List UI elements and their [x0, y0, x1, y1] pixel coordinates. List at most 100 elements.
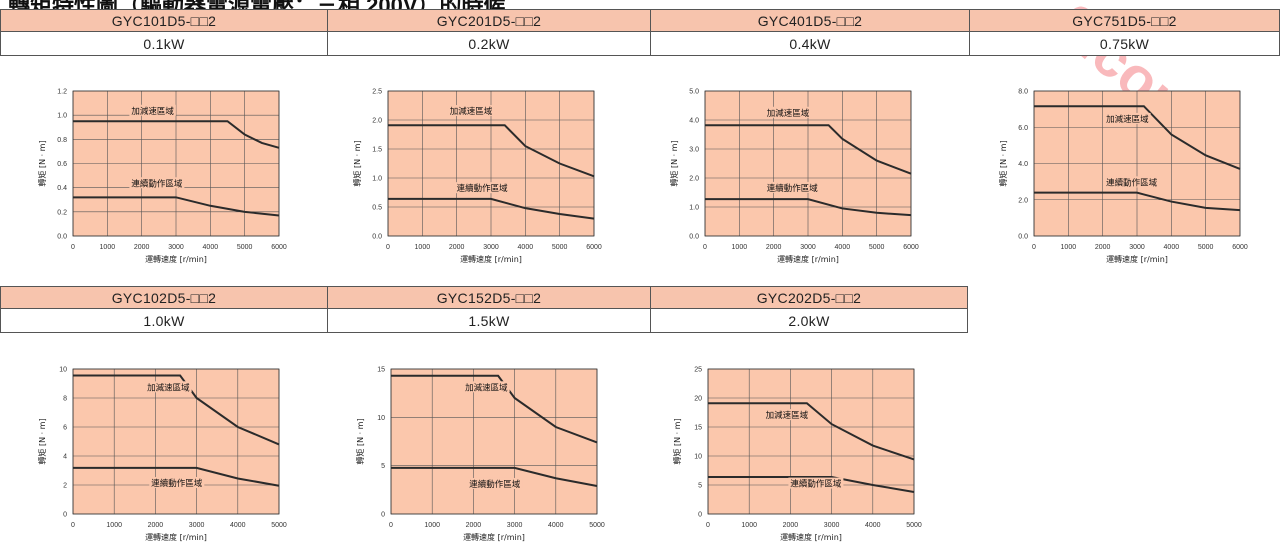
y-tick-label: 2.0 [1018, 197, 1028, 204]
plot-background [708, 369, 914, 514]
power-cell-4: 0.75kW [969, 31, 1280, 56]
x-tick-label: 3000 [507, 522, 523, 529]
accel-region-curve [388, 124, 595, 178]
x-tick-label: 2000 [449, 244, 465, 251]
y-tick-label: 0.6 [57, 161, 67, 168]
chart-svg: 0 1000 2000 3000 4000 5000 6000 0.0 2.0 4.0 6.0 8.0… [998, 89, 1248, 265]
x-tick-label: 2000 [148, 522, 164, 529]
x-tick-label: 3000 [483, 244, 499, 251]
x-tick-label: 4000 [548, 522, 564, 529]
torque-chart-7: 0 1000 2000 3000 4000 5000 0 5 10 15 20 25 運轉速度 [r/m… [660, 364, 930, 552]
accel-region-label: 加減速區域 [131, 106, 174, 117]
continuous-region-label: 連續動作區域 [767, 183, 819, 194]
torque-chart-5: 0 1000 2000 3000 4000 5000 0 2 4 6 8 10 運轉速度 [r/min]… [25, 364, 295, 552]
power-cell-7: 2.0kW [650, 308, 968, 333]
y-tick-label: 8.0 [1018, 89, 1028, 96]
x-tick-label: 5000 [906, 522, 922, 529]
x-tick-label: 5000 [552, 244, 568, 251]
x-tick-label: 1000 [1061, 244, 1077, 251]
plot-background [391, 369, 597, 514]
y-axis-label: 轉矩 [N · m] [669, 140, 679, 186]
x-axis-label: 運轉速度 [r/min] [460, 254, 522, 264]
torque-chart-6: 0 1000 2000 3000 4000 5000 0 5 10 15 運轉速度 [r/min] 轉… [343, 364, 613, 552]
model-cell-5: GYC102D5-□□2 [0, 286, 328, 309]
continuous-region-curve [388, 197, 595, 220]
y-tick-label: 2 [63, 483, 67, 490]
y-tick-label: 1.0 [689, 205, 699, 212]
power-cell-2: 0.2kW [327, 31, 651, 56]
continuous-region-label: 連續動作區域 [790, 479, 842, 490]
continuous-region-label-bg [149, 477, 205, 488]
continuous-region-label: 連續動作區域 [469, 479, 521, 490]
y-tick-label: 10 [694, 454, 702, 461]
y-tick-label: 0.2 [57, 209, 67, 216]
x-tick-label: 4000 [203, 244, 219, 251]
x-tick-label: 0 [389, 522, 393, 529]
x-tick-label: 6000 [271, 244, 287, 251]
y-tick-label: 20 [694, 396, 702, 403]
continuous-region-curve [1034, 191, 1241, 212]
y-tick-label: 0.8 [57, 137, 67, 144]
chart-svg: 0 1000 2000 3000 4000 5000 0 5 10 15 20 25 運轉速度 [r/m… [672, 367, 922, 543]
continuous-region-curve [73, 196, 280, 217]
y-tick-label: 10 [377, 415, 385, 422]
accel-region-label-bg [764, 106, 812, 118]
row2-spec-table: GYC102D5-□□2 GYC152D5-□□2 GYC202D5-□□2 1… [0, 286, 968, 333]
y-tick-label: 10 [59, 367, 67, 374]
y-tick-label: 15 [694, 425, 702, 432]
plot-frame [72, 368, 280, 515]
accel-region-label: 加減速區域 [465, 382, 508, 393]
x-tick-label: 5000 [1198, 244, 1214, 251]
continuous-region-label-bg [454, 182, 510, 194]
x-tick-label: 4000 [230, 522, 246, 529]
y-tick-label: 2.5 [372, 89, 382, 96]
x-tick-label: 1000 [415, 244, 431, 251]
x-tick-label: 3000 [824, 522, 840, 529]
x-tick-label: 1000 [424, 522, 440, 529]
accel-region-label-bg [463, 381, 510, 393]
y-axis-label: 轉矩 [N · m] [352, 140, 362, 186]
chart-svg: 0 1000 2000 3000 4000 5000 0 2 4 6 8 10 運轉速度 [r/min]… [37, 367, 287, 543]
torque-chart-4: 0 1000 2000 3000 4000 5000 6000 0.0 2.0 4.0 6.0 8.0… [986, 86, 1256, 274]
y-axis-label: 轉矩 [N · m] [355, 418, 365, 464]
x-axis-label: 運轉速度 [r/min] [145, 254, 207, 264]
x-tick-label: 1000 [741, 522, 757, 529]
y-tick-label: 0.0 [372, 234, 382, 241]
model-cell-6: GYC152D5-□□2 [327, 286, 651, 309]
y-tick-label: 3.0 [689, 147, 699, 154]
chart-svg: 0 1000 2000 3000 4000 5000 6000 0.0 0.5 1.0 1.5 2.0… [352, 89, 602, 265]
accel-region-curve [705, 124, 912, 175]
power-cell-5: 1.0kW [0, 308, 328, 333]
y-tick-label: 5.0 [689, 89, 699, 96]
continuous-region-label: 連續動作區域 [1106, 177, 1158, 188]
x-axis-label: 運轉速度 [r/min] [777, 254, 839, 264]
x-tick-label: 0 [386, 244, 390, 251]
y-axis-label: 轉矩 [N · m] [37, 418, 47, 464]
torque-chart-1: 0 1000 2000 3000 4000 5000 6000 0.0 0.2 0.4 0.6 0.8… [25, 86, 295, 274]
plot-frame [72, 90, 280, 237]
y-tick-label: 5 [381, 463, 385, 470]
accel-region-label: 加減速區域 [766, 410, 809, 421]
accel-region-label: 加減速區域 [767, 108, 810, 119]
x-tick-label: 3000 [189, 522, 205, 529]
model-cell-2: GYC201D5-□□2 [327, 9, 651, 32]
y-tick-label: 0.5 [372, 205, 382, 212]
x-tick-label: 3000 [1129, 244, 1145, 251]
y-tick-label: 5 [698, 483, 702, 490]
y-tick-label: 1.0 [372, 176, 382, 183]
x-axis-label: 運轉速度 [r/min] [145, 532, 207, 542]
y-tick-label: 25 [694, 367, 702, 374]
y-tick-label: 1.2 [57, 89, 67, 96]
power-cell-1: 0.1kW [0, 31, 328, 56]
x-tick-label: 5000 [869, 244, 885, 251]
accel-region-curve [1034, 105, 1241, 170]
y-tick-label: 0.0 [689, 234, 699, 241]
continuous-region-label: 連續動作區域 [151, 478, 203, 489]
x-tick-label: 4000 [835, 244, 851, 251]
plot-frame [707, 368, 915, 515]
continuous-region-curve [705, 198, 912, 217]
model-cell-3: GYC401D5-□□2 [650, 9, 970, 32]
accel-region-label-bg [447, 105, 495, 117]
x-tick-label: 2000 [1095, 244, 1111, 251]
y-tick-label: 0.0 [57, 234, 67, 241]
